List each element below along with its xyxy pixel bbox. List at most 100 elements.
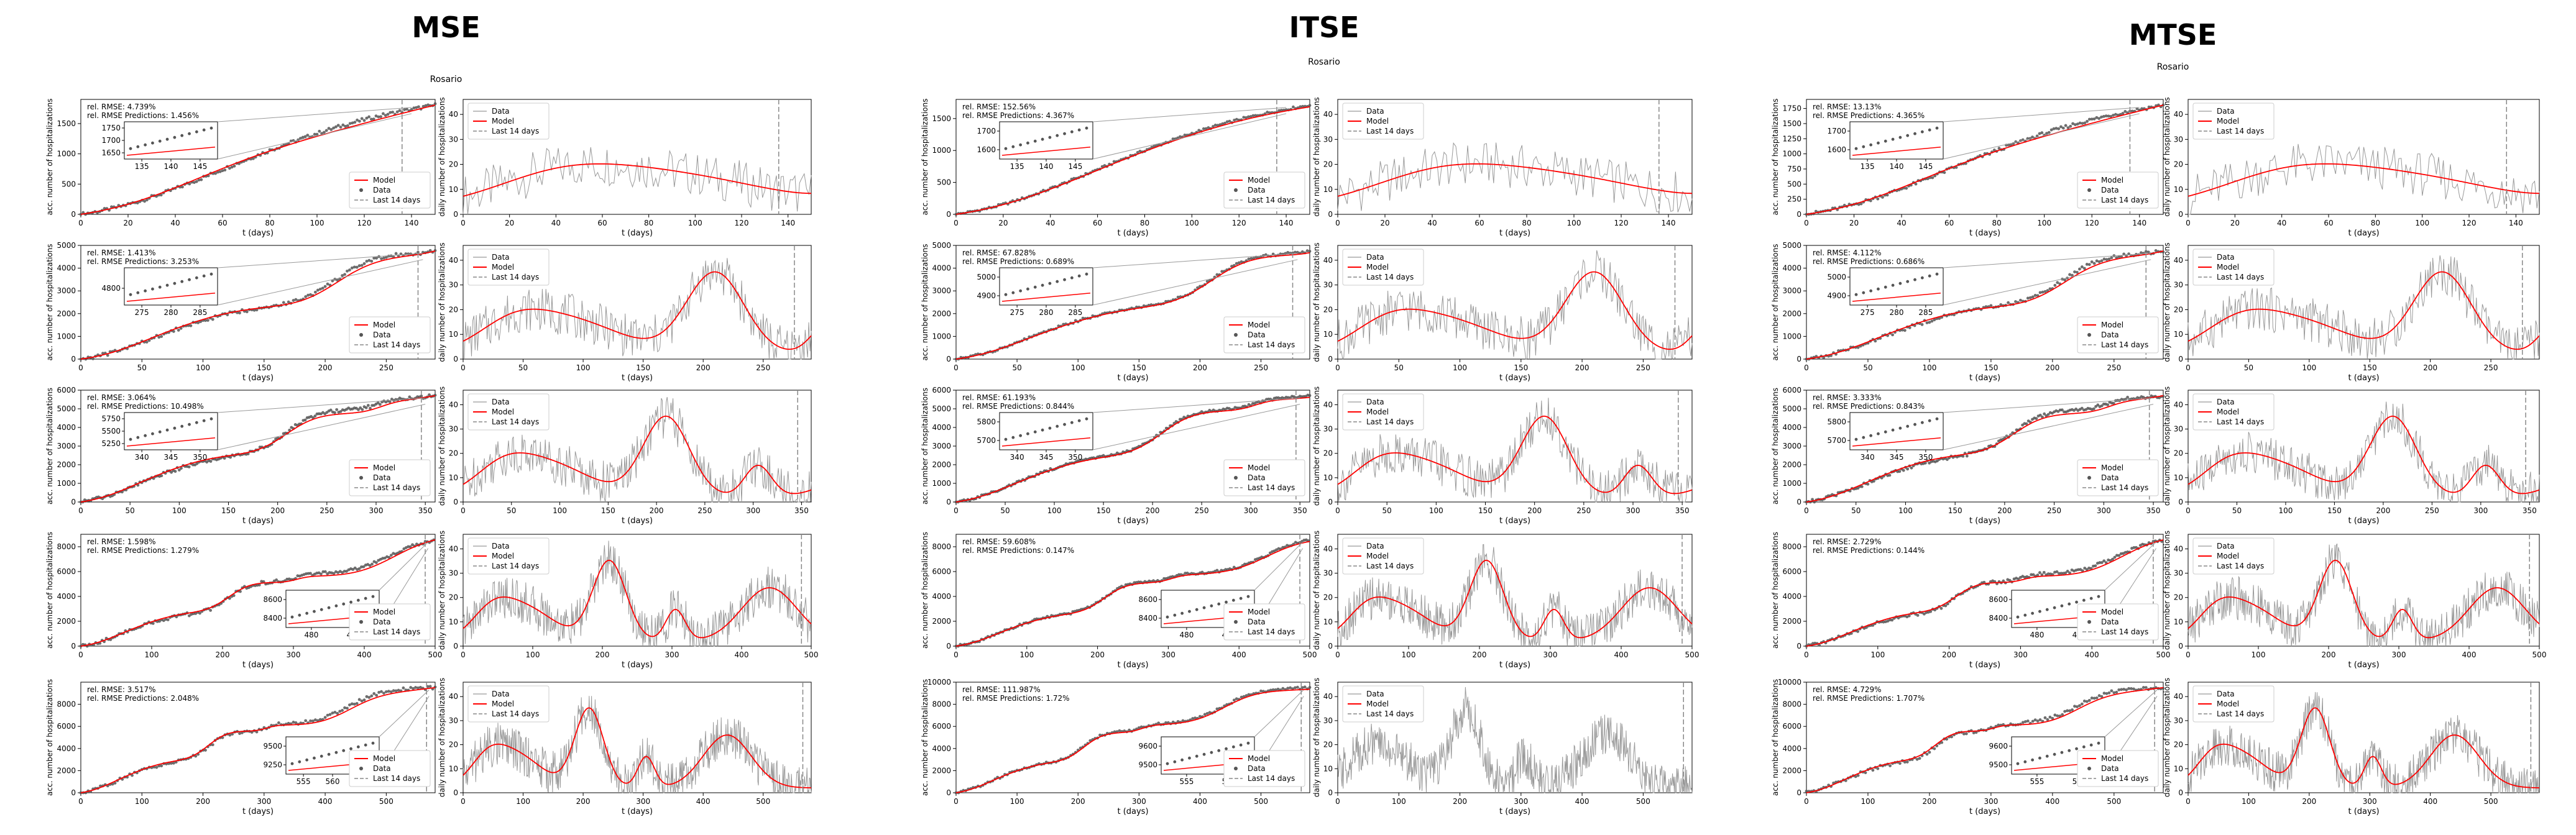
data-point <box>1157 721 1161 725</box>
data-point <box>1920 322 1924 326</box>
data-point <box>1164 721 1167 724</box>
daily-ytick-label: 30 <box>2174 425 2183 434</box>
acc-xtick-label: 300 <box>2097 506 2111 515</box>
data-point <box>2038 291 2042 294</box>
acc-ytick-label: 0 <box>1796 210 1801 219</box>
data-point <box>350 266 354 270</box>
acc-panel: 0 50 100 150 200 250 300 3500100020003000400050… <box>921 386 1312 526</box>
inset-data-point <box>1928 128 1931 132</box>
acc-frame <box>1806 245 2164 360</box>
daily-legend-label: Data <box>1366 542 1384 550</box>
daily-xtick-label: 0 <box>2186 506 2191 515</box>
data-point <box>294 721 298 724</box>
daily-xtick-label: 300 <box>2473 506 2488 515</box>
data-point <box>1136 151 1139 154</box>
daily-model-line <box>462 271 812 350</box>
inset-data-point <box>1033 430 1037 434</box>
daily-data-line <box>463 258 812 360</box>
data-point <box>360 117 364 121</box>
data-point <box>387 555 391 559</box>
inset-data-point <box>1085 126 1088 130</box>
acc-ytick-label: 0 <box>1796 355 1801 363</box>
acc-ytick-label: 500 <box>1787 180 1801 188</box>
inset-data-point <box>1898 281 1902 285</box>
inset-xtick-label: 275 <box>135 308 149 317</box>
daily-xtick-label: 0 <box>461 219 466 227</box>
acc-xlabel: t (days) <box>1969 229 2000 238</box>
data-point <box>2017 577 2020 581</box>
acc-xtick-label: 80 <box>1992 219 2001 227</box>
data-point <box>382 691 385 695</box>
data-point <box>357 408 360 411</box>
inset-connector <box>379 542 428 591</box>
data-point <box>339 125 343 129</box>
daily-xtick-label: 250 <box>2484 363 2498 372</box>
inset-data-point <box>1246 741 1250 745</box>
daily-legend-box <box>1342 249 1424 286</box>
inset-data-point <box>2082 598 2086 602</box>
inset-frame <box>999 412 1093 450</box>
data-point <box>344 124 347 128</box>
acc-xlabel: t (days) <box>1969 373 2000 383</box>
inset-data-point <box>1246 595 1250 598</box>
daily-legend-label: Data <box>492 398 510 406</box>
data-point <box>1933 318 1936 322</box>
data-point <box>372 691 376 695</box>
daily-legend-label: Model <box>492 117 514 125</box>
data-point <box>1074 319 1077 322</box>
daily-xtick-label: 150 <box>2327 506 2342 515</box>
model-line <box>955 106 1310 215</box>
acc-legend-data-swatch <box>2087 188 2091 192</box>
inset-data-point <box>1077 128 1081 132</box>
data-point <box>2063 710 2067 713</box>
data-point <box>358 119 361 123</box>
daily-xtick-label: 200 <box>1527 506 1542 515</box>
data-point <box>1242 116 1246 119</box>
model-line <box>80 539 436 647</box>
inset-connector <box>1254 690 1304 737</box>
inset-data-point <box>1891 283 1895 287</box>
data-point <box>426 103 430 107</box>
daily-data-line <box>1337 544 1693 647</box>
model-line <box>1806 395 2164 503</box>
acc-ytick-label: 2000 <box>57 460 76 469</box>
acc-legend-label: Data <box>2101 331 2119 339</box>
data-point <box>2095 696 2099 700</box>
data-point <box>91 357 95 360</box>
data-point <box>1857 203 1861 206</box>
inset-xtick-label: 555 <box>1179 777 1194 786</box>
daily-xtick-label: 500 <box>2484 797 2498 806</box>
data-point <box>1162 577 1166 580</box>
data-point <box>2080 702 2084 706</box>
rmse-label: rel. RMSE: 59.608% <box>962 537 1036 546</box>
acc-xlabel: t (days) <box>1117 516 1148 526</box>
data-point <box>2042 570 2046 574</box>
rmse-label: rel. RMSE: 3.064% <box>87 393 156 402</box>
data-point <box>1860 485 1864 488</box>
inset-xtick-label: 280 <box>164 308 178 317</box>
acc-ylabel: acc. number of hospitalizations <box>45 244 54 361</box>
inset-ytick-label: 8400 <box>1138 614 1157 623</box>
data-point <box>1301 104 1305 108</box>
daily-xtick-label: 0 <box>1335 219 1340 227</box>
daily-xlabel: t (days) <box>1499 516 1530 526</box>
data-point <box>2115 690 2118 694</box>
acc-xtick-label: 100 <box>145 650 159 659</box>
inset-xtick-label: 350 <box>1068 453 1082 462</box>
data-point <box>2086 119 2089 123</box>
data-point <box>304 719 308 723</box>
data-point <box>200 178 203 181</box>
data-point <box>2038 413 2042 417</box>
daily-xtick-label: 200 <box>696 363 711 372</box>
data-point <box>1915 757 1919 761</box>
inset-frame <box>1849 267 1944 306</box>
data-point <box>414 686 417 689</box>
data-point <box>1181 719 1185 723</box>
daily-frame <box>1337 682 1693 793</box>
data-point <box>2076 270 2079 274</box>
acc-xtick-label: 40 <box>1046 219 1055 227</box>
rmse-label: rel. RMSE: 61.193% <box>962 393 1036 402</box>
inset-data-point <box>151 141 154 145</box>
daily-legend-box <box>467 103 550 140</box>
